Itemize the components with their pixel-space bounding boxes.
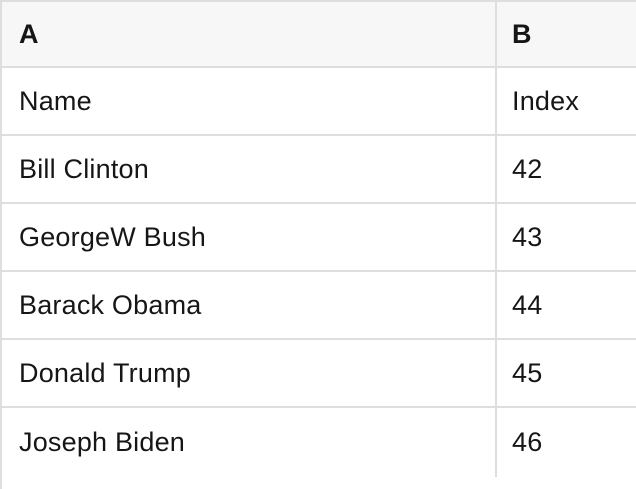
cell-name-georgew-bush[interactable]: GeorgeW Bush (2, 204, 497, 270)
table-row-joseph-biden: Joseph Biden 46 (2, 408, 636, 477)
table-row-field-labels: Name Index (2, 68, 636, 136)
cell-index-42[interactable]: 42 (512, 153, 543, 184)
cell-name-bill-clinton[interactable]: Bill Clinton (2, 136, 497, 202)
cell-index-44[interactable]: 44 (512, 289, 543, 320)
cell-index-46[interactable]: 46 (512, 427, 543, 457)
table-row-bill-clinton: Bill Clinton 42 (2, 136, 636, 204)
column-header-a[interactable]: A (2, 2, 497, 66)
cell-index-label[interactable]: Index (512, 85, 580, 116)
cell-index-43[interactable]: 43 (512, 221, 543, 252)
table-row-donald-trump: Donald Trump 45 (2, 340, 636, 408)
cell-index-45[interactable]: 45 (512, 357, 543, 388)
cell-name-barack-obama[interactable]: Barack Obama (2, 272, 497, 338)
cell-name-donald-trump[interactable]: Donald Trump (2, 340, 497, 406)
cell-name-joseph-biden[interactable]: Joseph Biden (2, 408, 497, 477)
table-row-barack-obama: Barack Obama 44 (2, 272, 636, 340)
column-header-b[interactable]: B (512, 18, 532, 49)
table-row-georgew-bush: GeorgeW Bush 43 (2, 204, 636, 272)
cell-name-label[interactable]: Name (2, 68, 497, 134)
column-header-row: A B (2, 2, 636, 68)
